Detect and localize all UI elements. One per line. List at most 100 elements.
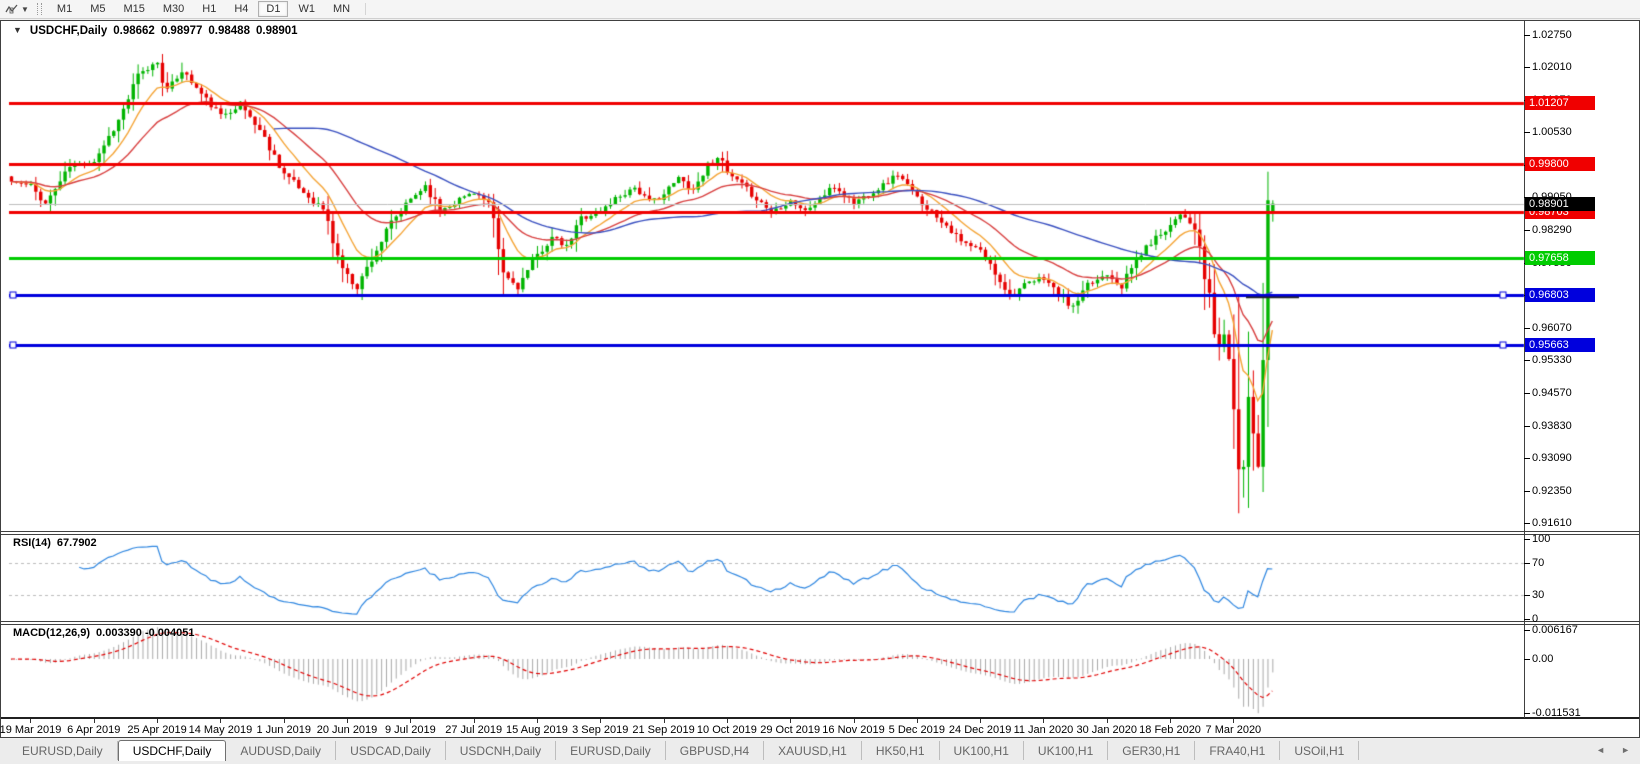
price-tick-label: 0.92350 <box>1524 484 1572 497</box>
chart-tab-usdchf-daily[interactable]: USDCHF,Daily <box>117 740 227 761</box>
price-tick-label: 0.91610 <box>1524 516 1572 529</box>
level-price-marker: 0.96803 <box>1525 288 1595 303</box>
date-tick-label: 20 Jun 2019 <box>316 724 378 736</box>
timeframe-button-h4[interactable]: H4 <box>234 3 249 15</box>
date-tick-label: 29 Oct 2019 <box>760 724 821 736</box>
chart-tab-audusd-daily[interactable]: AUDUSD,Daily <box>226 741 337 760</box>
rsi-tick-label: 70 <box>1523 557 1545 569</box>
date-tick-label: 30 Jan 2020 <box>1076 724 1138 736</box>
date-tick-label: 5 Dec 2019 <box>888 724 945 736</box>
chart-tab-xauusd-h1[interactable]: XAUUSD,H1 <box>764 741 862 760</box>
chart-tab-bar: EURUSD,Daily USDCHF,Daily AUDUSD,Daily USDC… <box>0 739 1640 764</box>
date-axis-divider <box>1 717 1639 719</box>
level-price-marker: 0.95663 <box>1525 338 1595 353</box>
price-tick-label: 0.96070 <box>1524 321 1572 334</box>
level-price-marker: 0.99800 <box>1525 157 1595 172</box>
date-tick-mark <box>1106 719 1108 723</box>
chart-tab-fra40-h1[interactable]: FRA40,H1 <box>1195 741 1281 760</box>
chart-title: ▼ USDCHF,Daily 0.98662 0.98977 0.98488 0… <box>13 25 298 37</box>
cursor-tool-button[interactable] <box>3 2 21 16</box>
timeframe-button-group: M1 M5 M15 M30 H1 H4 D1 W1 MN <box>48 1 359 17</box>
toolbar-grip-handle[interactable] <box>36 3 42 15</box>
rsi-indicator-label: RSI(14) 67.7902 <box>13 537 97 549</box>
symbol-period-label: USDCHF,Daily <box>29 25 108 37</box>
date-tick-mark <box>663 719 665 723</box>
cursor-tool-dropdown-icon[interactable]: ▼ <box>21 4 29 14</box>
date-tick-label: 15 Aug 2019 <box>506 724 568 736</box>
ohlc-close: 0.98901 <box>255 25 298 37</box>
date-tick-mark <box>600 719 602 723</box>
ohlc-low: 0.98488 <box>208 25 250 37</box>
chart-cursor-icon <box>5 4 18 14</box>
date-tick-label: 10 Oct 2019 <box>696 724 757 736</box>
price-tick-label: 0.94570 <box>1524 387 1572 400</box>
date-tick-label: 21 Sep 2019 <box>632 724 695 736</box>
timeframe-button-m15[interactable]: M15 <box>123 3 145 15</box>
timeframe-toolbar: ▼ M1 M5 M15 M30 H1 H4 D1 W1 MN <box>0 0 1640 19</box>
level-price-marker: 1.01207 <box>1525 95 1595 110</box>
date-tick-mark <box>473 719 475 723</box>
date-tick-label: 27 Jul 2019 <box>445 724 503 736</box>
macd-indicator-label: MACD(12,26,9) 0.003390 -0.004051 <box>13 627 195 639</box>
rsi-tick-label: 100 <box>1523 533 1551 545</box>
timeframe-button-m30[interactable]: M30 <box>162 3 185 15</box>
date-tick-mark <box>1043 719 1045 723</box>
chart-tab-ger30-h1[interactable]: GER30,H1 <box>1108 741 1196 760</box>
date-tick-mark <box>790 719 792 723</box>
price-tick-label: 0.95330 <box>1524 353 1572 366</box>
collapse-icon[interactable]: ▼ <box>13 25 22 35</box>
chart-tab-usdcnh-daily[interactable]: USDCNH,Daily <box>446 741 557 760</box>
date-tick-mark <box>1170 719 1172 723</box>
chart-tab-uk100-h1[interactable]: UK100,H1 <box>940 741 1024 760</box>
rsi-current-value: 67.7902 <box>56 537 97 549</box>
date-tick-label: 9 Jul 2019 <box>384 724 436 736</box>
chart-tab-eurusd-daily[interactable]: EURUSD,Daily <box>8 741 118 760</box>
date-tick-mark <box>283 719 285 723</box>
chart-tab-hk50-h1[interactable]: HK50,H1 <box>862 741 940 760</box>
date-tick-mark <box>410 719 412 723</box>
level-price-marker: 0.97658 <box>1525 251 1595 266</box>
price-tick-label: 1.02750 <box>1524 29 1572 41</box>
tab-scroll-left-icon[interactable]: ◄ <box>1596 745 1606 755</box>
ohlc-high: 0.98977 <box>160 25 203 37</box>
chart-tab-uk100-h1[interactable]: UK100,H1 <box>1024 741 1109 760</box>
chart-tab-usoil-h1[interactable]: USOil,H1 <box>1280 741 1360 760</box>
current-price-marker: 0.98901 <box>1525 196 1595 211</box>
date-tick-mark <box>980 719 982 723</box>
date-tick-mark <box>30 719 32 723</box>
timeframe-button-m5[interactable]: M5 <box>90 3 106 15</box>
macd-tick-label: 0.006167 <box>1524 624 1578 637</box>
date-tick-mark <box>536 719 538 723</box>
price-tick-label: 1.02010 <box>1524 61 1572 74</box>
timeframe-button-m1[interactable]: M1 <box>56 3 73 15</box>
timeframe-button-w1[interactable]: W1 <box>298 3 315 15</box>
timeframe-button-d1[interactable]: D1 <box>258 1 289 17</box>
date-tick-mark <box>726 719 728 723</box>
tab-scroll-arrows: ◄ ► <box>1596 745 1630 755</box>
macd-current-values: 0.003390 -0.004051 <box>96 627 195 639</box>
price-tick-label: 1.00530 <box>1524 126 1572 139</box>
timeframe-button-h1[interactable]: H1 <box>202 3 217 15</box>
chart-window: ▼ USDCHF,Daily 0.98662 0.98977 0.98488 0… <box>0 20 1640 738</box>
date-tick-label: 11 Jan 2020 <box>1013 724 1074 736</box>
macd-name: MACD(12,26,9) <box>13 627 91 639</box>
date-tick-mark <box>1233 719 1235 723</box>
toolbar-separator <box>365 3 367 15</box>
chart-tab-eurusd-daily[interactable]: EURUSD,Daily <box>556 741 666 760</box>
rsi-tick-label: 30 <box>1523 589 1545 601</box>
date-tick-label: 6 Apr 2019 <box>67 724 121 736</box>
tab-scroll-right-icon[interactable]: ► <box>1621 745 1630 755</box>
date-tick-label: 18 Feb 2020 <box>1139 724 1201 736</box>
panel-splitter[interactable] <box>1 621 1639 625</box>
date-tick-label: 1 Jun 2019 <box>256 724 311 736</box>
rsi-name: RSI(14) <box>13 537 51 549</box>
date-tick-mark <box>853 719 855 723</box>
chart-tab-gbpusd-h4[interactable]: GBPUSD,H4 <box>666 741 765 760</box>
price-chart-canvas[interactable] <box>1 21 1639 737</box>
date-axis[interactable]: 19 Mar 2019 6 Apr 2019 25 Apr 2019 14 May 2… <box>0 719 1639 737</box>
timeframe-button-mn[interactable]: MN <box>332 3 351 15</box>
chart-tab-usdcad-daily[interactable]: USDCAD,Daily <box>336 741 446 760</box>
date-tick-mark <box>93 719 95 723</box>
panel-splitter[interactable] <box>1 531 1639 535</box>
